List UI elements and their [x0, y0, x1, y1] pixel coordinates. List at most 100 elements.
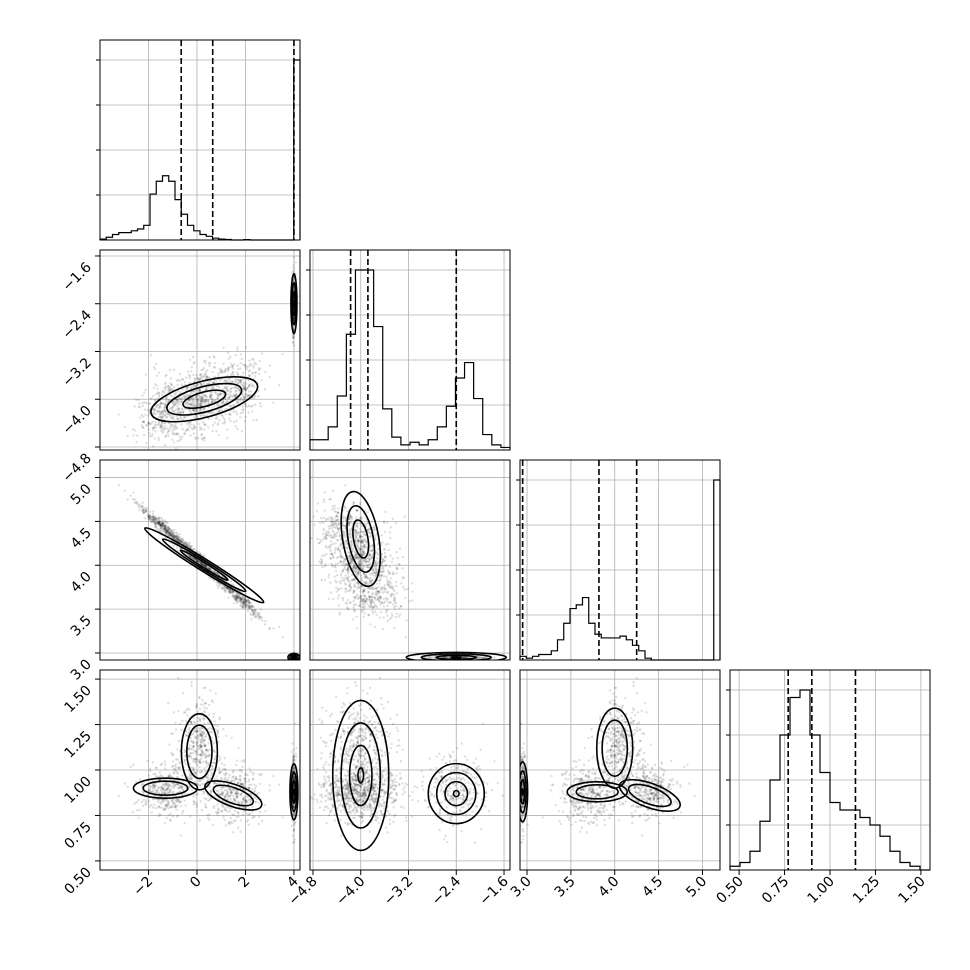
sample-point — [165, 529, 168, 533]
sample-point — [177, 400, 180, 404]
sample-point — [144, 388, 148, 392]
sample-point — [372, 567, 375, 570]
sample-point — [236, 593, 240, 596]
sample-point — [171, 804, 174, 807]
sample-point — [349, 514, 352, 518]
sample-point — [253, 787, 257, 790]
sample-point — [241, 363, 245, 366]
sample-point — [334, 549, 337, 552]
sample-point — [140, 504, 144, 508]
sample-point — [357, 561, 361, 565]
sample-point — [355, 509, 359, 512]
sample-point — [188, 374, 192, 378]
sample-point — [372, 605, 375, 609]
sample-point — [203, 394, 207, 397]
sample-point — [395, 592, 398, 595]
sample-point — [244, 366, 247, 369]
sample-point — [157, 422, 161, 426]
sample-point — [341, 560, 345, 563]
sample-point — [357, 547, 361, 550]
sample-point — [164, 527, 167, 530]
sample-point — [140, 424, 144, 427]
sample-point — [232, 595, 235, 598]
sample-point — [369, 602, 373, 606]
sample-point — [365, 565, 369, 569]
sample-point — [259, 608, 263, 611]
sample-point — [251, 608, 254, 611]
sample-point — [196, 559, 199, 562]
sample-point — [233, 596, 237, 599]
sample-point — [171, 405, 174, 409]
sample-point — [167, 434, 170, 437]
sample-point — [208, 385, 211, 389]
sample-point — [141, 401, 144, 405]
sample-point — [360, 540, 363, 544]
sample-point — [164, 435, 167, 438]
sample-point — [204, 762, 208, 765]
sample-point — [366, 576, 369, 579]
sample-point — [375, 563, 378, 567]
sample-point — [367, 586, 371, 590]
sample-point — [158, 516, 161, 519]
sample-point — [199, 404, 203, 407]
sample-point — [196, 747, 199, 750]
sample-point — [380, 574, 383, 577]
sample-point — [393, 598, 396, 602]
sample-point — [358, 548, 362, 552]
sample-point — [240, 429, 244, 433]
sample-point — [150, 521, 154, 524]
sample-point — [200, 400, 203, 403]
sample-point — [176, 535, 179, 538]
sample-point — [346, 606, 349, 610]
sample-point — [237, 372, 240, 376]
sample-point — [168, 534, 171, 537]
sample-point — [161, 424, 164, 428]
sample-point — [373, 526, 376, 530]
sample-point — [245, 365, 248, 369]
sample-point — [359, 547, 363, 551]
sample-point — [196, 383, 200, 386]
sample-point — [140, 413, 143, 417]
sample-point — [156, 409, 159, 412]
sample-point — [209, 689, 212, 692]
sample-point — [154, 806, 158, 810]
sample-point — [202, 382, 206, 385]
sample-point — [243, 799, 247, 802]
sample-point — [237, 600, 240, 603]
sample-point — [386, 521, 389, 524]
sample-point — [291, 341, 294, 344]
sample-point — [234, 599, 238, 602]
sample-point — [200, 562, 203, 566]
sample-point — [323, 578, 327, 582]
sample-point — [137, 398, 140, 402]
sample-point — [160, 402, 163, 405]
sample-point — [360, 578, 364, 581]
sample-point — [339, 554, 343, 557]
sample-point — [399, 604, 403, 608]
sample-point — [141, 508, 145, 512]
sample-point — [339, 552, 343, 556]
sample-point — [389, 582, 392, 585]
sample-point — [222, 585, 225, 589]
sample-point — [339, 549, 342, 552]
sample-point — [156, 521, 159, 525]
sample-point — [176, 405, 179, 408]
sample-point — [189, 545, 192, 548]
sample-point — [177, 389, 180, 393]
sample-point — [247, 600, 251, 604]
sample-point — [381, 541, 384, 544]
sample-point — [196, 383, 199, 386]
sample-point — [208, 567, 211, 570]
sample-point — [213, 411, 216, 414]
sample-point — [343, 543, 347, 546]
sample-point — [362, 590, 365, 593]
sample-point — [203, 564, 207, 568]
sample-point — [239, 379, 242, 382]
sample-point — [172, 534, 175, 537]
sample-point — [165, 521, 169, 524]
sample-point — [239, 411, 243, 415]
sample-point — [258, 615, 261, 618]
sample-point — [369, 554, 372, 557]
sample-point — [352, 563, 356, 567]
sample-point — [220, 369, 224, 372]
